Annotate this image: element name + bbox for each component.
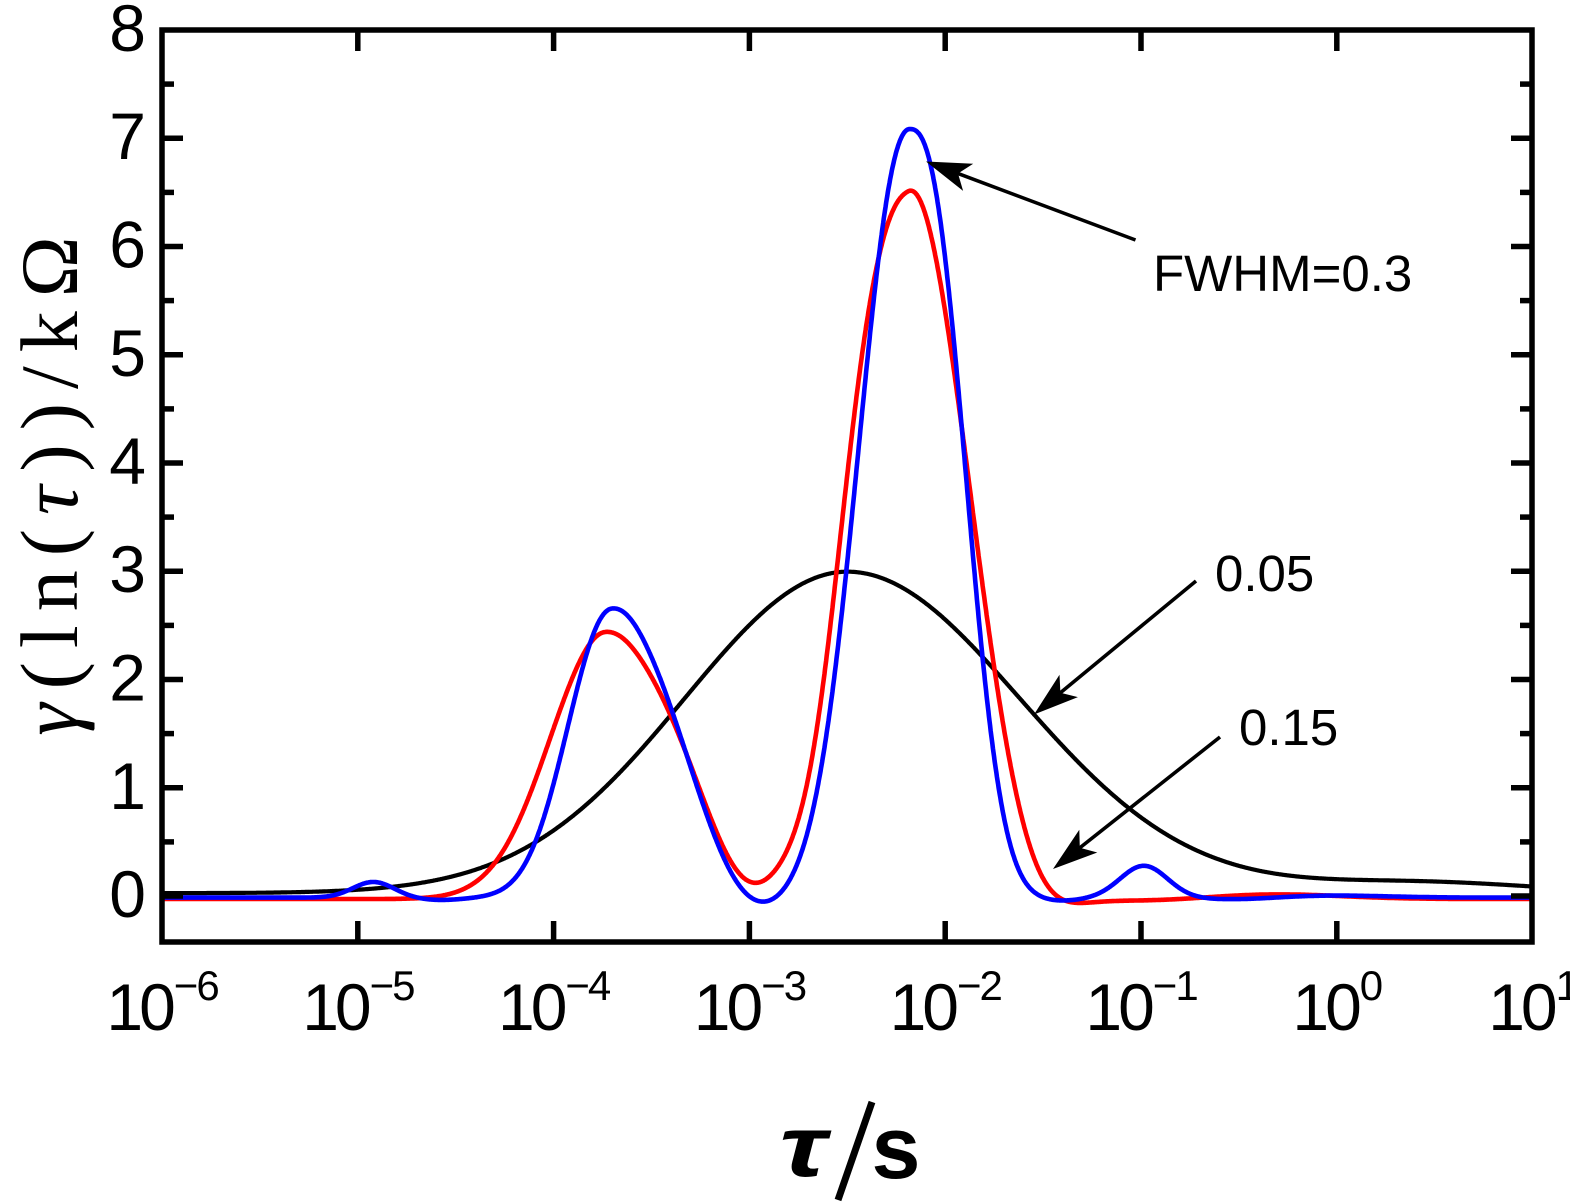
svg-text:τ: τ bbox=[779, 1098, 831, 1194]
svg-text:−6: −6 bbox=[174, 962, 219, 1009]
svg-text:10: 10 bbox=[694, 970, 762, 1044]
svg-text:10: 10 bbox=[498, 970, 566, 1044]
svg-text:4: 4 bbox=[109, 424, 146, 498]
svg-text:10: 10 bbox=[302, 970, 370, 1044]
svg-text:6: 6 bbox=[109, 208, 146, 282]
svg-text:FWHM=0.3: FWHM=0.3 bbox=[1153, 245, 1412, 302]
svg-text:5: 5 bbox=[109, 316, 146, 390]
svg-text:7: 7 bbox=[109, 99, 146, 173]
svg-text:1: 1 bbox=[109, 749, 146, 823]
svg-text:−3: −3 bbox=[761, 962, 806, 1009]
svg-text:10: 10 bbox=[106, 970, 174, 1044]
svg-text:8: 8 bbox=[109, 0, 146, 65]
svg-text:−5: −5 bbox=[370, 962, 415, 1009]
svg-text:0: 0 bbox=[1360, 962, 1382, 1009]
svg-text:0.05: 0.05 bbox=[1215, 545, 1314, 602]
svg-text:s: s bbox=[872, 1098, 921, 1197]
svg-text:1: 1 bbox=[1556, 962, 1570, 1009]
svg-text:−4: −4 bbox=[565, 962, 611, 1009]
svg-text:γ(ln(τ))/kΩ: γ(ln(τ))/kΩ bbox=[4, 222, 95, 735]
svg-text:10: 10 bbox=[890, 970, 958, 1044]
svg-text:0.15: 0.15 bbox=[1239, 699, 1338, 756]
svg-text:2: 2 bbox=[109, 641, 146, 715]
svg-text:−1: −1 bbox=[1153, 962, 1198, 1009]
svg-text:−2: −2 bbox=[957, 962, 1002, 1009]
svg-text:0: 0 bbox=[109, 857, 146, 931]
svg-text:3: 3 bbox=[109, 532, 146, 606]
svg-text:10: 10 bbox=[1085, 970, 1153, 1044]
svg-text:10: 10 bbox=[1292, 970, 1360, 1044]
svg-text:10: 10 bbox=[1488, 970, 1556, 1044]
